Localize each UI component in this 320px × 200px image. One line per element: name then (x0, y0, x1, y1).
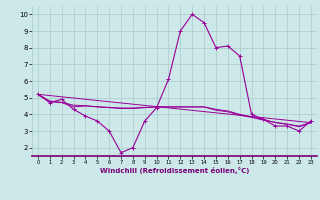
X-axis label: Windchill (Refroidissement éolien,°C): Windchill (Refroidissement éolien,°C) (100, 167, 249, 174)
